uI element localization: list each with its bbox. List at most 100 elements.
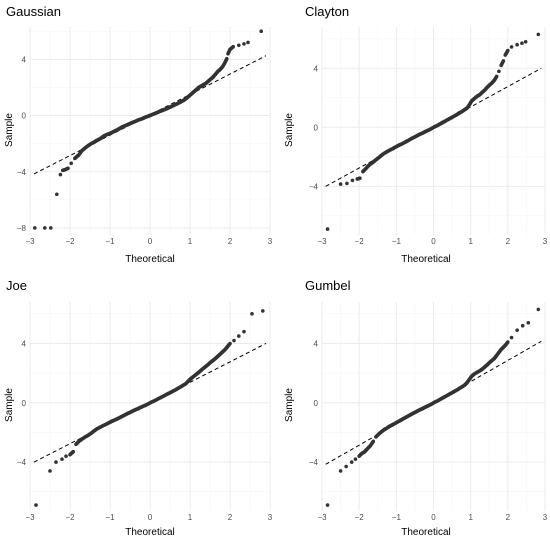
gaussian-points bbox=[33, 29, 264, 230]
gaussian-point bbox=[225, 56, 229, 61]
gumbel-point bbox=[515, 328, 519, 332]
gumbel-y-tick-label: 4 bbox=[314, 340, 319, 349]
clayton-point bbox=[506, 48, 510, 53]
clayton-y-tick-label: 0 bbox=[314, 123, 319, 132]
joe-point bbox=[232, 338, 236, 343]
clayton-x-tick-label: 0 bbox=[431, 237, 436, 246]
clayton-point bbox=[325, 227, 330, 231]
clayton-points bbox=[325, 32, 541, 231]
clayton-point bbox=[520, 41, 524, 46]
joe-x-tick-label: 2 bbox=[228, 513, 233, 522]
panel-joe: −3 −2 −1 0 1 2 3 −4 0 4 Joe Theoretical Sample bbox=[4, 278, 273, 538]
gaussian-y-tick-label: 4 bbox=[22, 55, 27, 64]
clayton-x-tick-label: −3 bbox=[317, 237, 327, 246]
gumbel-point bbox=[338, 469, 343, 473]
gumbel-y-tick-label: −4 bbox=[309, 458, 319, 467]
clayton-x-axis-label: Theoretical bbox=[401, 254, 450, 265]
gumbel-point bbox=[353, 457, 358, 461]
clayton-grid bbox=[321, 27, 546, 235]
gaussian-point bbox=[58, 172, 63, 177]
clayton-point bbox=[358, 176, 362, 181]
clayton-x-tick-label: 3 bbox=[543, 237, 548, 246]
gumbel-y-tick-label: 0 bbox=[314, 399, 319, 408]
gumbel-grid bbox=[321, 302, 546, 511]
clayton-point bbox=[345, 181, 349, 186]
clayton-point bbox=[501, 59, 506, 63]
gumbel-point bbox=[536, 307, 541, 312]
gaussian-x-tick-label: 3 bbox=[268, 237, 273, 246]
joe-y-tick-label: −4 bbox=[17, 458, 27, 467]
joe-x-axis-label: Theoretical bbox=[125, 527, 174, 538]
clayton-point bbox=[509, 45, 514, 49]
joe-x-tick-label: −3 bbox=[25, 513, 35, 522]
joe-y-tick-label: 4 bbox=[22, 340, 27, 349]
gumbel-reference-line bbox=[325, 340, 542, 465]
gaussian-point bbox=[66, 166, 70, 171]
gaussian-point bbox=[69, 161, 73, 166]
gaussian-grid bbox=[29, 27, 271, 235]
gumbel-x-tick-label: 0 bbox=[431, 513, 436, 522]
gumbel-x-tick-label: −1 bbox=[392, 513, 402, 522]
gaussian-point bbox=[246, 40, 250, 45]
joe-points bbox=[34, 309, 265, 507]
gumbel-x-tick-label: 3 bbox=[543, 513, 548, 522]
gaussian-y-tick-label: 0 bbox=[22, 112, 27, 121]
gaussian-x-tick-label: 1 bbox=[188, 237, 193, 246]
clayton-point bbox=[338, 182, 343, 186]
joe-point bbox=[60, 457, 64, 461]
clayton-x-tick-label: 1 bbox=[468, 237, 473, 246]
gaussian-point bbox=[43, 226, 47, 230]
joe-x-tick-label: −1 bbox=[105, 513, 115, 522]
joe-x-tick-label: 3 bbox=[268, 513, 273, 522]
gaussian-point bbox=[33, 226, 37, 230]
gumbel-y-axis-label: Sample bbox=[284, 388, 295, 422]
joe-point bbox=[242, 329, 246, 334]
clayton-point bbox=[350, 178, 355, 183]
joe-y-tick-label: 0 bbox=[22, 399, 27, 408]
joe-x-tick-label: 1 bbox=[188, 513, 193, 522]
panel-clayton: −3 −2 −1 0 1 2 3 −4 0 4 Clayton Theoretical Sample bbox=[284, 4, 548, 265]
panel-gumbel: −3 −2 −1 0 1 2 3 −4 0 4 Gumbel Theoretical Sample bbox=[284, 278, 548, 538]
gaussian-y-axis-label: Sample bbox=[4, 113, 15, 147]
gaussian-point bbox=[231, 44, 235, 49]
gumbel-point bbox=[506, 340, 510, 344]
joe-point bbox=[71, 449, 75, 454]
gaussian-reference-line bbox=[33, 55, 267, 175]
gaussian-title: Gaussian bbox=[6, 4, 61, 19]
gaussian-y-tick-label: −4 bbox=[17, 168, 27, 177]
gaussian-x-tick-label: −1 bbox=[105, 237, 115, 246]
gumbel-title: Gumbel bbox=[305, 278, 351, 293]
gumbel-point bbox=[520, 323, 525, 328]
gumbel-x-tick-label: 1 bbox=[468, 513, 473, 522]
clayton-point bbox=[494, 74, 499, 79]
panel-gaussian: −3 −2 −1 0 1 2 3 −8 −4 0 4 Gaussian Theoretical Sampl… bbox=[4, 4, 273, 265]
clayton-y-axis-label: Sample bbox=[284, 113, 295, 147]
gumbel-point bbox=[325, 503, 330, 507]
gumbel-x-tick-label: −3 bbox=[317, 513, 327, 522]
clayton-x-tick-label: 2 bbox=[506, 237, 511, 246]
gumbel-point bbox=[349, 460, 354, 464]
clayton-y-tick-label: −4 bbox=[309, 182, 319, 191]
joe-point bbox=[64, 454, 68, 458]
gaussian-point bbox=[55, 192, 59, 197]
joe-x-tick-label: −2 bbox=[65, 513, 75, 522]
gumbel-x-axis-label: Theoretical bbox=[401, 527, 450, 538]
gaussian-point bbox=[49, 226, 53, 230]
gaussian-x-axis-label: Theoretical bbox=[125, 254, 174, 265]
gumbel-point bbox=[344, 464, 348, 469]
joe-reference-line bbox=[33, 343, 267, 463]
clayton-y-tick-label: 4 bbox=[314, 64, 319, 73]
joe-point bbox=[261, 309, 265, 313]
joe-point bbox=[250, 312, 254, 316]
gumbel-x-tick-label: −2 bbox=[355, 513, 365, 522]
clayton-point bbox=[536, 32, 541, 37]
clayton-point bbox=[515, 42, 519, 47]
gaussian-point bbox=[237, 43, 241, 48]
clayton-x-tick-label: −2 bbox=[355, 237, 365, 246]
clayton-title: Clayton bbox=[305, 4, 349, 19]
gaussian-x-tick-label: −2 bbox=[65, 237, 75, 246]
joe-point bbox=[48, 469, 52, 473]
clayton-point bbox=[497, 69, 501, 74]
joe-point bbox=[54, 460, 58, 464]
